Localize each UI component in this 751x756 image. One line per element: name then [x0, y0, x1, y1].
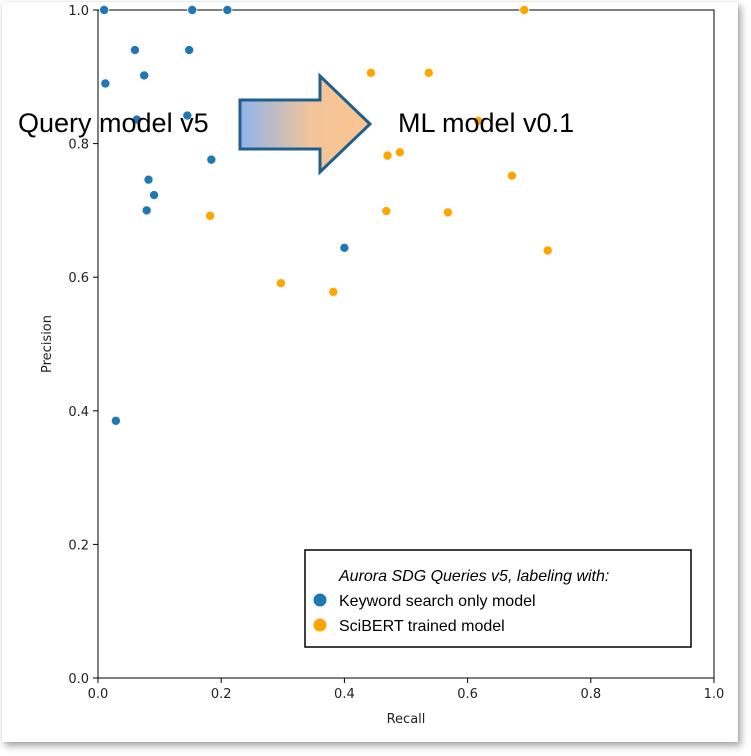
- scibert-model-point: [365, 67, 376, 78]
- x-tick-label: 1.0: [704, 687, 725, 702]
- scibert-model-point: [506, 170, 517, 181]
- keyword-model-point: [141, 205, 152, 216]
- scibert-model-point: [442, 207, 453, 218]
- scibert-model-point: [328, 286, 339, 297]
- right-annotation: ML model v0.1: [398, 108, 574, 138]
- y-axis: 0.0 0.2 0.4 0.6 0.8 1.0: [68, 4, 98, 687]
- legend-box: [304, 549, 692, 648]
- keyword-model-point: [110, 415, 121, 426]
- legend-label-keyword: Keyword search only model: [339, 593, 536, 610]
- left-annotation: Query model v5: [18, 108, 209, 138]
- y-tick-label: 0.0: [68, 672, 89, 687]
- legend-title: Aurora SDG Queries v5, labeling with:: [338, 568, 609, 585]
- x-axis: 0.0 0.2 0.4 0.6 0.8 1.0: [88, 678, 725, 702]
- keyword-model-point: [339, 242, 350, 253]
- data-points: [99, 5, 553, 426]
- keyword-model-point: [222, 5, 233, 15]
- scibert-model-point: [275, 278, 286, 289]
- legend-marker-keyword: [312, 592, 328, 608]
- scibert-model-point: [542, 245, 553, 256]
- x-tick-label: 0.6: [457, 687, 478, 702]
- y-tick-label: 0.8: [68, 138, 89, 153]
- legend: Aurora SDG Queries v5, labeling with: Ke…: [304, 549, 692, 648]
- keyword-model-point: [182, 110, 193, 121]
- scibert-model-point: [205, 210, 216, 221]
- keyword-model-point: [206, 154, 217, 165]
- scibert-model-point: [381, 206, 392, 217]
- scibert-model-point: [423, 67, 434, 78]
- keyword-model-point: [149, 190, 160, 201]
- keyword-model-point: [184, 45, 195, 56]
- y-tick-label: 0.6: [68, 271, 89, 286]
- y-tick-label: 0.2: [68, 538, 89, 553]
- keyword-model-point: [100, 78, 111, 89]
- x-tick-label: 0.8: [580, 687, 601, 702]
- scibert-model-point: [394, 147, 405, 158]
- keyword-model-point: [139, 70, 150, 81]
- legend-marker-scibert: [312, 617, 328, 633]
- scibert-model-point: [382, 150, 393, 161]
- keyword-model-point: [187, 5, 198, 15]
- y-axis-label: Precision: [40, 315, 55, 373]
- keyword-model-point: [143, 174, 154, 185]
- y-tick-label: 1.0: [68, 4, 89, 19]
- keyword-model-point: [131, 114, 142, 125]
- keyword-model-point: [99, 5, 110, 15]
- x-axis-label: Recall: [387, 712, 426, 727]
- right-arrow-icon: [238, 72, 373, 176]
- scibert-model-point: [519, 5, 530, 15]
- scibert-model-point: [473, 115, 484, 126]
- legend-label-scibert: SciBERT trained model: [339, 618, 505, 635]
- x-tick-label: 0.0: [88, 687, 109, 702]
- x-tick-label: 0.2: [211, 687, 232, 702]
- keyword-model-point: [129, 45, 140, 56]
- x-tick-label: 0.4: [334, 687, 355, 702]
- y-tick-label: 0.4: [68, 405, 89, 420]
